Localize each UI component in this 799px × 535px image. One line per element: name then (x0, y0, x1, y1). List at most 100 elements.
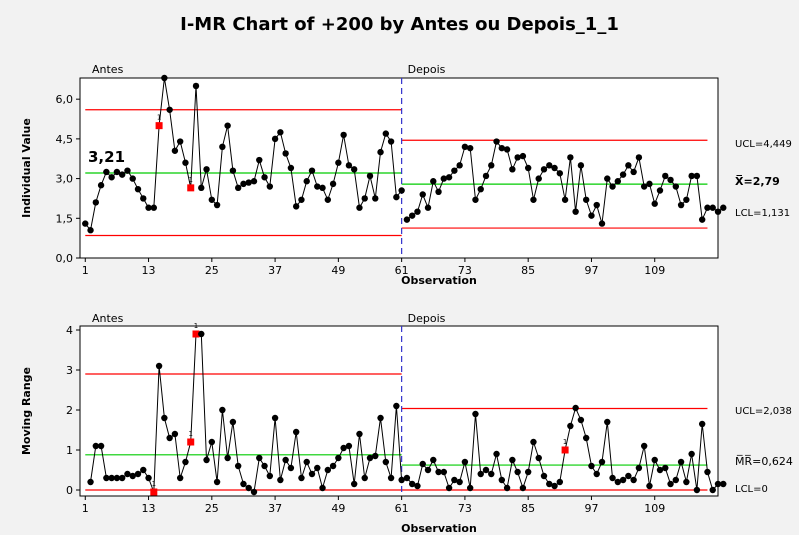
individual-data-point (398, 187, 405, 194)
individual-data-point (461, 143, 469, 151)
moving-range-data-point (646, 482, 653, 490)
individual-data-point (456, 162, 463, 169)
moving-range-data-point (340, 444, 347, 452)
individual-data-point (540, 166, 548, 173)
moving-range-y-tick-label: 3 (66, 364, 73, 377)
individual-data-point (240, 180, 247, 188)
moving-range-data-point (266, 472, 274, 480)
individual-data-point (245, 179, 252, 186)
individual-data-point (519, 152, 527, 160)
individual-data-point (677, 201, 685, 209)
moving-range-data-point (398, 476, 405, 484)
individual-x-tick-label: 1 (82, 264, 89, 277)
moving-range-data-point (303, 458, 310, 466)
moving-range-data-point (461, 458, 469, 466)
individual-data-point (271, 135, 279, 143)
moving-range-data-point (640, 442, 648, 450)
moving-range-data-point (503, 484, 511, 492)
moving-range-data-point (551, 482, 558, 490)
moving-range-data-point (524, 468, 532, 476)
moving-range-data-point (667, 480, 674, 488)
moving-range-data-point (345, 442, 353, 450)
individual-data-point (424, 204, 432, 211)
moving-range-data-point (356, 430, 363, 438)
moving-range-data-point (134, 470, 142, 478)
individual-data-point (176, 138, 184, 145)
individual-y-tick-label: 1,5 (56, 212, 74, 225)
individual-data-point (261, 174, 268, 181)
individual-data-point (229, 167, 237, 174)
moving-range-data-point (176, 474, 184, 482)
individual-data-point (198, 184, 205, 192)
moving-range-data-point (161, 414, 168, 422)
individual-data-point (382, 130, 390, 137)
moving-range-data-point (451, 476, 458, 484)
individual-data-point (282, 150, 289, 157)
moving-range-data-point (466, 484, 474, 492)
moving-range-data-point (456, 478, 463, 486)
moving-range-data-point (393, 402, 400, 410)
moving-range-data-point (619, 476, 627, 484)
moving-range-data-point (430, 456, 437, 464)
individual-right-label-1: X̅=2,79 (735, 175, 780, 188)
individual-data-point (356, 204, 363, 211)
individual-data-point (140, 195, 147, 202)
individual-flagged-point (155, 122, 163, 130)
moving-range-data-point (709, 486, 716, 494)
individual-x-axis-title: Observation (401, 274, 477, 287)
individual-y-tick-label: 6,0 (56, 93, 74, 106)
moving-range-y-tick-label: 1 (66, 444, 73, 457)
individual-data-point (303, 178, 310, 185)
chart-title: I-MR Chart of +200 by Antes ou Depois_1_… (180, 14, 619, 35)
moving-range-data-point (419, 460, 426, 468)
moving-range-data-point (609, 474, 616, 482)
individual-data-point (419, 191, 426, 198)
individual-data-point (314, 183, 321, 190)
moving-range-data-point (720, 480, 727, 488)
moving-range-data-point (366, 454, 374, 462)
moving-range-data-point (256, 454, 263, 462)
individual-data-point (192, 82, 200, 90)
individual-data-point (182, 159, 189, 166)
moving-range-data-point (203, 456, 210, 464)
individual-data-point (219, 143, 226, 151)
moving-range-data-point (372, 452, 379, 460)
moving-range-data-point (87, 478, 94, 486)
individual-data-point (329, 180, 337, 188)
moving-range-data-point (704, 468, 711, 476)
individual-data-point (118, 171, 126, 178)
moving-range-data-point (683, 478, 690, 486)
moving-range-y-tick-label: 4 (66, 324, 73, 337)
moving-range-right-label-2: LCL=0 (735, 484, 768, 495)
individual-data-point (720, 204, 727, 211)
moving-range-data-point (414, 482, 421, 490)
moving-range-flag-label: 1 (188, 430, 192, 438)
moving-range-data-point (530, 438, 537, 446)
individual-data-point (514, 154, 521, 161)
individual-data-point (561, 196, 569, 203)
individual-data-point (498, 144, 506, 152)
individual-data-point (403, 216, 411, 223)
individual-antes-center-value: 3,21 (88, 148, 125, 166)
moving-range-data-point (472, 410, 479, 418)
moving-range-data-point (329, 462, 337, 470)
moving-range-data-point (97, 442, 105, 450)
moving-range-right-label-0: UCL=2,038 (735, 406, 792, 417)
moving-range-data-point (245, 484, 252, 492)
moving-range-data-point (129, 472, 136, 480)
moving-range-data-point (546, 480, 553, 488)
moving-range-data-point (113, 474, 121, 482)
moving-range-right-label-1: M̅R̅=0,624 (735, 455, 793, 468)
moving-range-data-point (219, 406, 226, 414)
moving-range-data-point (250, 488, 258, 496)
individual-data-point (635, 154, 643, 161)
moving-range-x-tick-label: 109 (644, 502, 665, 515)
moving-range-data-point (540, 472, 548, 480)
individual-data-point (598, 220, 606, 227)
individual-data-point (134, 185, 142, 193)
individual-data-point (113, 168, 121, 176)
individual-data-point (693, 172, 701, 180)
moving-range-data-point (567, 422, 574, 430)
moving-range-data-point (651, 456, 658, 464)
moving-range-data-point (408, 480, 416, 488)
